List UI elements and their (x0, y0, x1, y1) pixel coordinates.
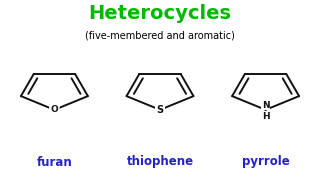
Text: S: S (156, 105, 164, 115)
Text: thiophene: thiophene (126, 156, 194, 168)
Text: Heterocycles: Heterocycles (89, 4, 231, 23)
Text: O: O (51, 105, 58, 114)
Text: furan: furan (36, 156, 72, 168)
Text: N: N (262, 101, 269, 110)
Text: H: H (262, 112, 269, 121)
Text: (five-membered and aromatic): (five-membered and aromatic) (85, 31, 235, 41)
Text: pyrrole: pyrrole (242, 156, 290, 168)
